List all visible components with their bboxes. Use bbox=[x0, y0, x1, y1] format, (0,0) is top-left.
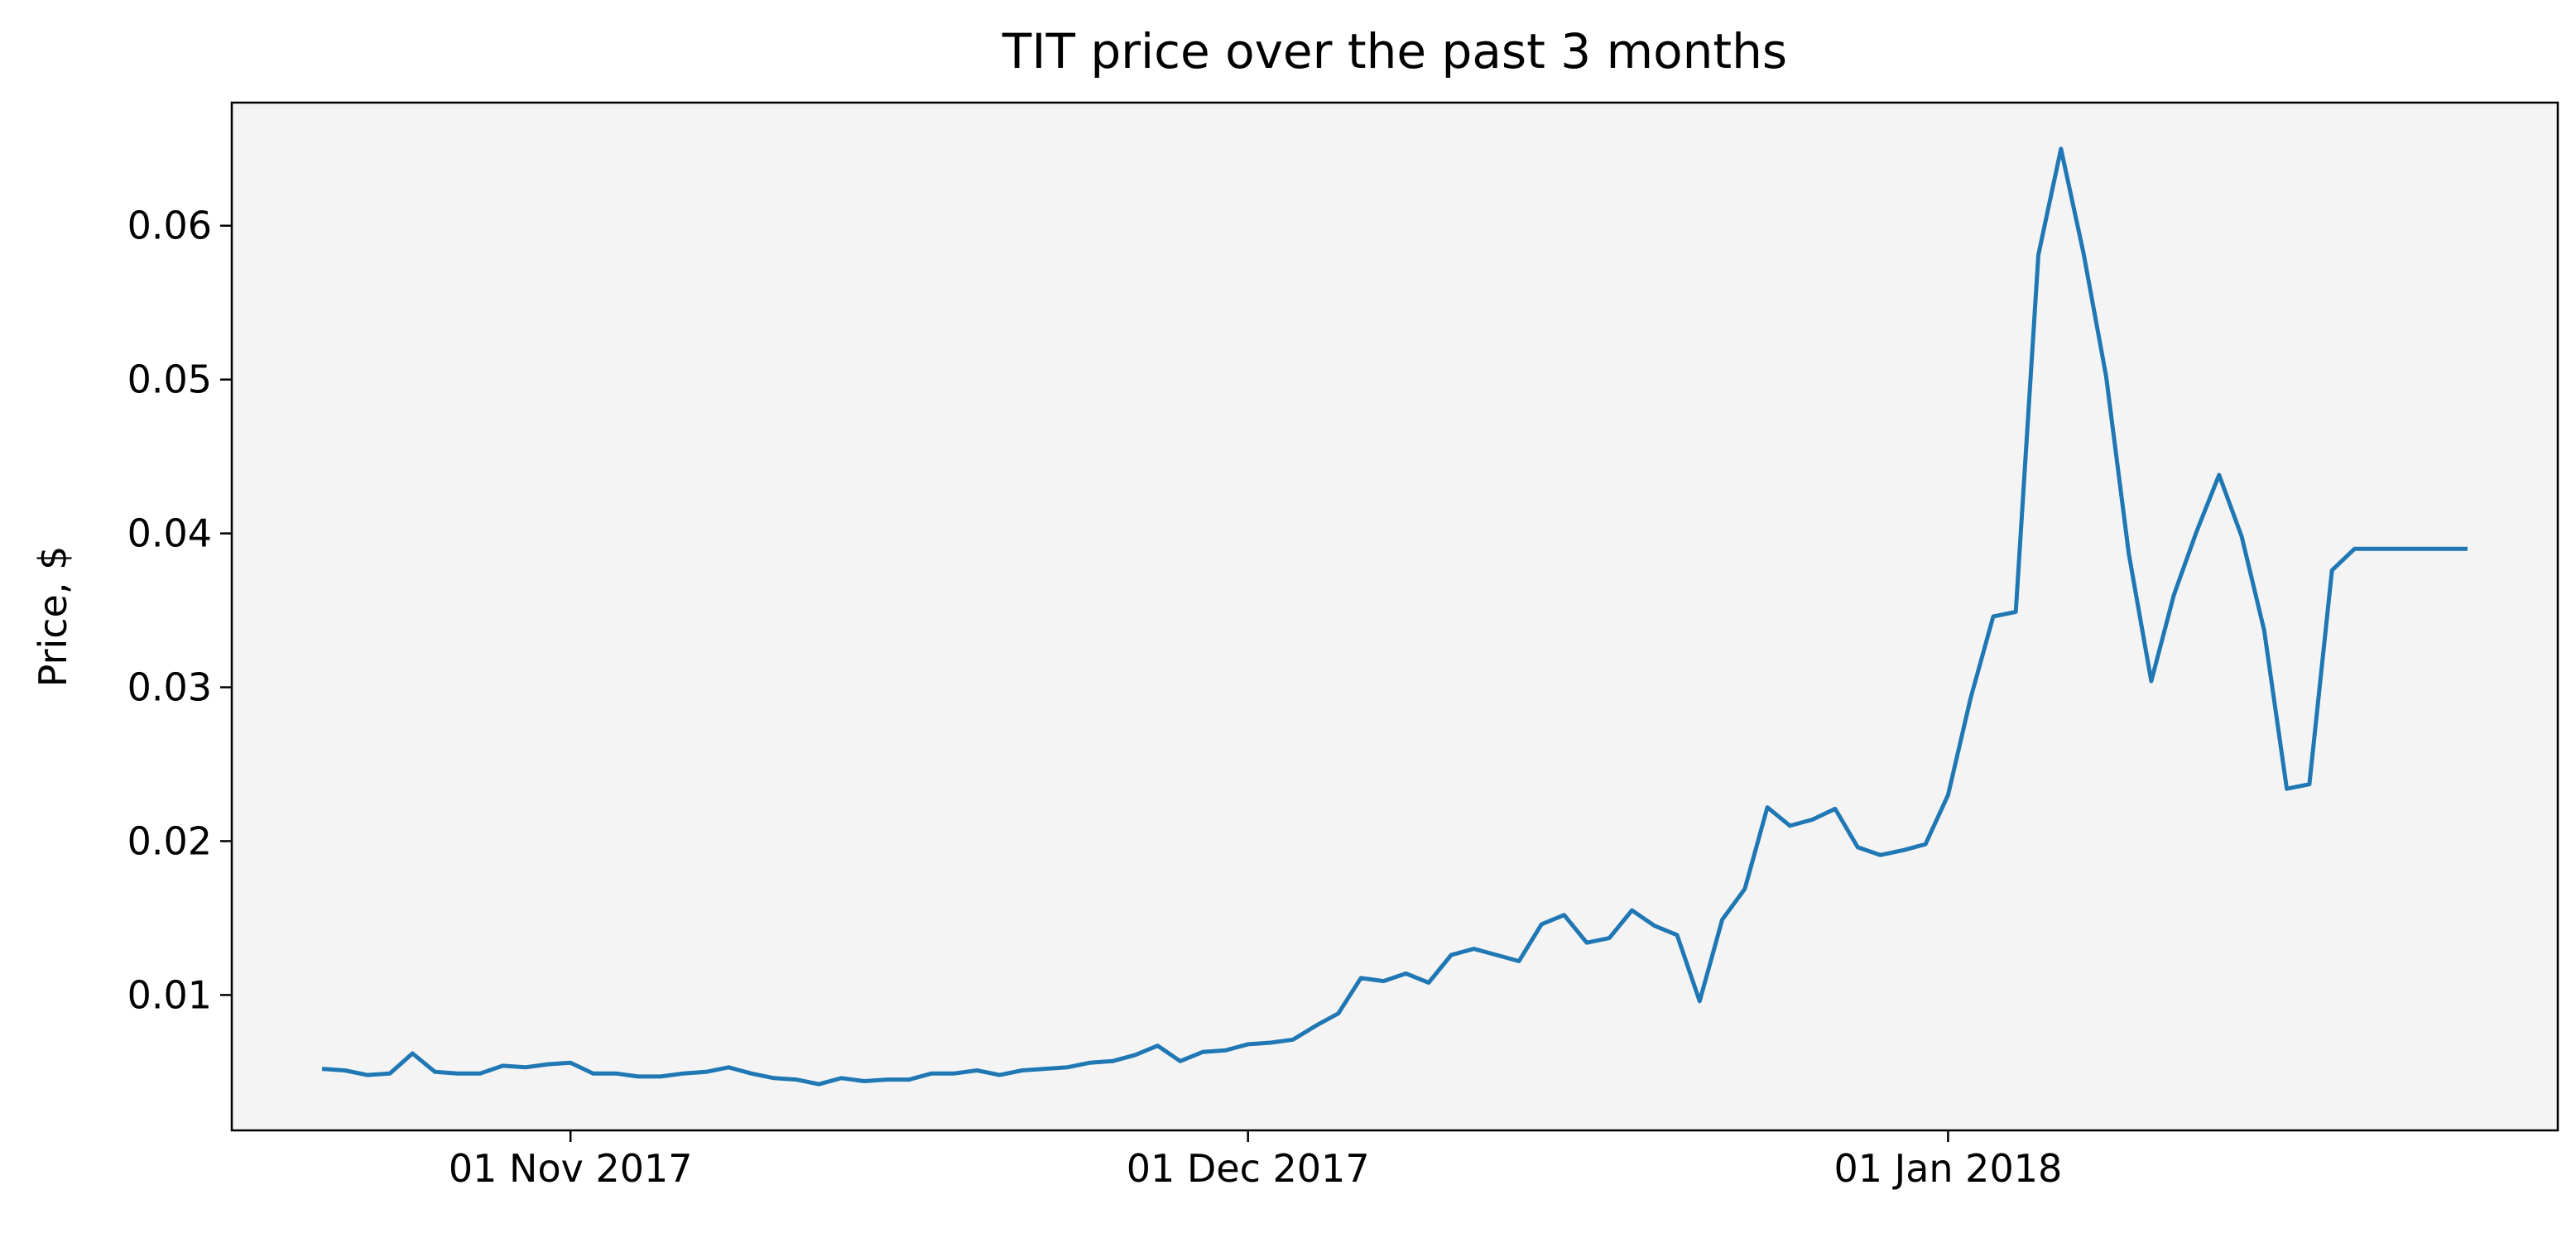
y-tick-label: 0.03 bbox=[127, 665, 212, 710]
y-tick-label: 0.04 bbox=[127, 511, 212, 556]
chart-title: TIT price over the past 3 months bbox=[1002, 23, 1787, 79]
x-axis: 01 Nov 2017 01 Dec 2017 01 Jan 2018 bbox=[449, 1130, 2062, 1191]
y-tick-label: 0.05 bbox=[127, 357, 212, 402]
x-tick-label: 01 Dec 2017 bbox=[1127, 1146, 1370, 1191]
y-tick-label: 0.01 bbox=[127, 972, 212, 1017]
price-line bbox=[321, 146, 2468, 1087]
x-tick-label: 01 Nov 2017 bbox=[449, 1146, 693, 1191]
plot-frame bbox=[230, 101, 2559, 1132]
y-axis-label: Price, $ bbox=[31, 546, 75, 688]
y-tick-label: 0.06 bbox=[127, 204, 212, 248]
y-axis: 0.01 0.02 0.03 0.04 0.05 0.06 bbox=[127, 204, 232, 1017]
x-tick-label: 01 Jan 2018 bbox=[1834, 1146, 2063, 1191]
y-tick-label: 0.02 bbox=[127, 818, 212, 863]
series-layer bbox=[321, 146, 2468, 1087]
